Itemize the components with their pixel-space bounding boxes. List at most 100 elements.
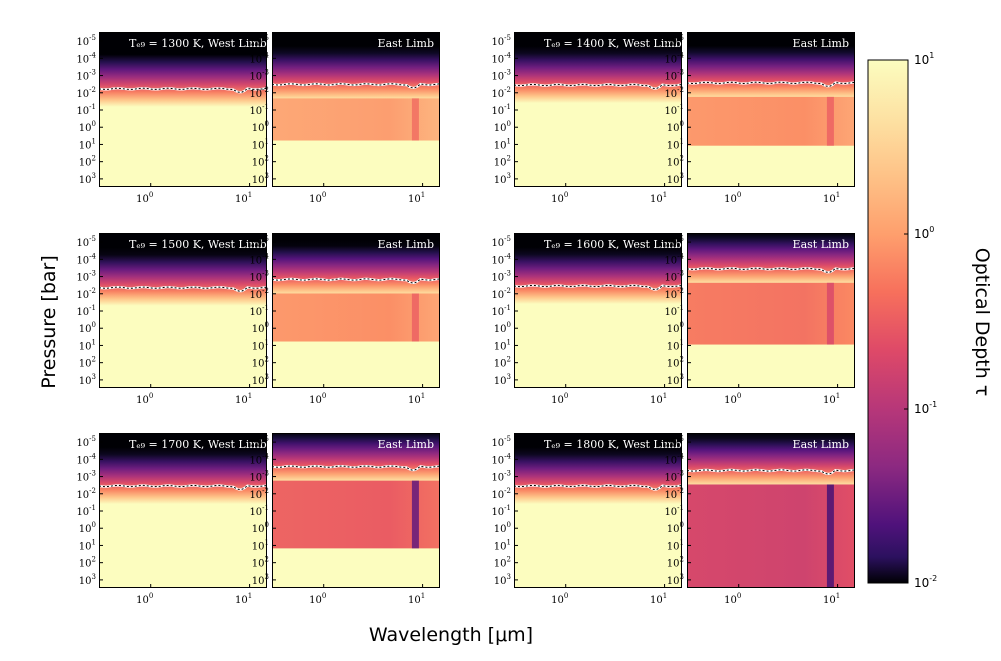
x-tick-label: 100 [551, 592, 568, 606]
y-tick-label: 10-4 [76, 51, 96, 65]
tau-one-contour-dash [687, 469, 855, 475]
y-tick-label: 103 [79, 573, 96, 587]
panel-title: East Limb [793, 438, 849, 451]
y-tick-label: 10-3 [76, 470, 96, 484]
x-axis-label: Wavelength [μm] [369, 624, 533, 646]
x-tick-label: 101 [650, 191, 667, 205]
absorption-feature [411, 480, 419, 549]
y-tick-label: 10-2 [491, 487, 511, 501]
panel-title: East Limb [378, 438, 434, 451]
y-tick-label: 101 [494, 538, 511, 552]
x-tick-label: 101 [408, 592, 425, 606]
y-tick-label: 100 [79, 120, 96, 134]
y-tick-label: 101 [79, 538, 96, 552]
absorption-feature [826, 484, 834, 588]
x-tick-label: 101 [235, 592, 252, 606]
y-tick-label: 10-5 [76, 34, 96, 48]
panel-title: East Limb [793, 238, 849, 251]
colorbar-label: Optical Depth τ [971, 248, 993, 397]
y-tick-label: 100 [79, 521, 96, 535]
panel-title: East Limb [793, 37, 849, 50]
y-tick-label: 10-2 [491, 86, 511, 100]
x-tick-label: 100 [309, 592, 326, 606]
y-tick-label: 10-1 [491, 304, 511, 318]
y-tick-label: 102 [494, 356, 511, 370]
absorption-feature [411, 293, 419, 342]
tau-one-contour-dash [99, 286, 267, 292]
colorbar-tick-label: 10-2 [914, 574, 937, 590]
upper-atmosphere-gradient [687, 433, 855, 489]
upper-atmosphere-gradient [514, 433, 682, 505]
y-tick-label: 101 [494, 338, 511, 352]
y-tick-label: 102 [494, 556, 511, 570]
x-tick-label: 101 [650, 592, 667, 606]
y-tick-label: 102 [79, 356, 96, 370]
panel-title: East Limb [378, 37, 434, 50]
tau-one-contour-dash [514, 484, 682, 491]
y-tick-label: 102 [494, 155, 511, 169]
y-tick-label: 102 [79, 556, 96, 570]
x-tick-label: 100 [136, 592, 153, 606]
panel-title: Tₑ₉ = 1300 K, West Limb [129, 37, 267, 50]
y-tick-label: 10-4 [76, 452, 96, 466]
panel-west-1300k: 10-5 10-4 10-3 10-2 10-1 100 101 102 103 100 101 Tₑ… [76, 32, 267, 205]
panel-west-1500k: 10-5 10-4 10-3 10-2 10-1 100 101 102 103 100 101 Tₑ… [76, 233, 267, 406]
y-tick-label: 100 [494, 521, 511, 535]
y-tick-label: 10-3 [76, 69, 96, 83]
y-tick-label: 10-3 [491, 270, 511, 284]
x-tick-label: 100 [724, 392, 741, 406]
upper-atmosphere-gradient [272, 433, 440, 485]
x-tick-label: 100 [551, 191, 568, 205]
panel-title: Tₑ₉ = 1500 K, West Limb [129, 238, 267, 251]
upper-atmosphere-gradient [99, 433, 267, 505]
y-tick-label: 100 [494, 321, 511, 335]
tau-one-contour-dash [99, 484, 267, 491]
y-tick-label: 10-2 [76, 487, 96, 501]
x-tick-label: 100 [136, 392, 153, 406]
upper-atmosphere-gradient [514, 233, 682, 305]
y-tick-label: 10-1 [491, 504, 511, 518]
y-axis-label: Pressure [bar] [38, 255, 60, 389]
y-tick-label: 10-4 [491, 452, 511, 466]
colorbar: 101 100 10-1 10-2 [867, 51, 937, 590]
y-tick-label: 10-5 [491, 34, 511, 48]
tau-one-contour-dash [272, 83, 440, 89]
y-tick-label: 101 [79, 137, 96, 151]
x-tick-label: 100 [309, 191, 326, 205]
y-tick-label: 10-5 [491, 435, 511, 449]
upper-atmosphere-gradient [272, 32, 440, 103]
colorbar-tick-label: 10-1 [914, 400, 937, 416]
panel-title: Tₑ₉ = 1400 K, West Limb [544, 37, 682, 50]
x-tick-label: 101 [235, 191, 252, 205]
tau-one-contour-dash [687, 267, 855, 273]
y-tick-label: 10-2 [491, 287, 511, 301]
x-tick-label: 100 [136, 191, 153, 205]
y-tick-label: 10-1 [491, 103, 511, 117]
panel-title: Tₑ₉ = 1700 K, West Limb [129, 438, 267, 451]
x-tick-label: 101 [408, 191, 425, 205]
x-tick-label: 101 [823, 392, 840, 406]
y-tick-label: 103 [494, 172, 511, 186]
x-tick-label: 100 [724, 191, 741, 205]
colorbar-tick-label: 101 [914, 51, 934, 67]
y-tick-label: 10-3 [76, 270, 96, 284]
panel-west-1400k: 10-5 10-4 10-3 10-2 10-1 100 101 102 103 100 101 Tₑ… [491, 32, 682, 205]
y-tick-label: 103 [79, 172, 96, 186]
y-tick-label: 100 [79, 321, 96, 335]
y-tick-label: 10-3 [491, 69, 511, 83]
upper-atmosphere-gradient [272, 233, 440, 298]
colorbar-body [867, 59, 909, 584]
tau-one-contour-dash [272, 278, 440, 284]
tau-one-contour-dash [99, 87, 267, 93]
panel-title: Tₑ₉ = 1800 K, West Limb [544, 438, 682, 451]
y-tick-label: 10-4 [491, 252, 511, 266]
upper-atmosphere-gradient [99, 233, 267, 306]
y-tick-label: 10-2 [76, 86, 96, 100]
panel-west-1800k: 10-5 10-4 10-3 10-2 10-1 100 101 102 103 100 101 Tₑ… [491, 433, 682, 606]
y-tick-label: 102 [79, 155, 96, 169]
y-tick-label: 10-1 [76, 103, 96, 117]
